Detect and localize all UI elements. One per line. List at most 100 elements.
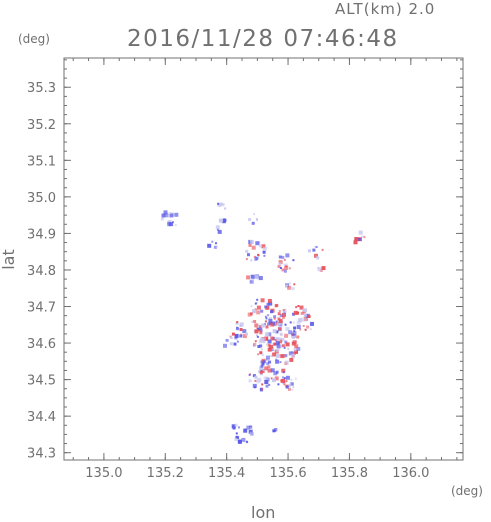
data-cell bbox=[270, 377, 273, 380]
data-cell bbox=[163, 210, 168, 215]
data-cell bbox=[260, 368, 265, 373]
data-cell bbox=[285, 253, 290, 258]
data-cell bbox=[256, 379, 261, 384]
data-cell bbox=[298, 317, 303, 322]
data-cell bbox=[312, 248, 316, 252]
data-cell bbox=[264, 380, 269, 384]
data-cell bbox=[294, 377, 297, 380]
data-cell bbox=[161, 213, 166, 218]
data-cell bbox=[264, 337, 266, 340]
data-cell bbox=[274, 339, 277, 341]
data-cell bbox=[218, 218, 223, 223]
data-cell bbox=[270, 354, 273, 357]
data-cell bbox=[273, 342, 277, 346]
data-cell bbox=[216, 228, 219, 231]
y-tick-label: 35.1 bbox=[27, 154, 56, 169]
data-cell bbox=[174, 224, 177, 227]
data-cell bbox=[281, 378, 286, 383]
data-cell bbox=[248, 429, 253, 434]
data-cell bbox=[272, 329, 277, 334]
data-cell bbox=[280, 354, 284, 359]
data-cell bbox=[291, 287, 295, 291]
data-cell bbox=[260, 298, 265, 303]
data-cell bbox=[256, 305, 261, 310]
x-axis-unit: (deg) bbox=[451, 484, 483, 498]
data-cell bbox=[257, 353, 259, 356]
data-cell bbox=[234, 333, 239, 338]
data-cell bbox=[213, 245, 217, 249]
data-cell bbox=[267, 365, 271, 369]
data-cell bbox=[285, 263, 289, 267]
data-cell bbox=[241, 437, 246, 442]
data-cell bbox=[268, 301, 273, 306]
data-cell bbox=[266, 362, 270, 366]
data-cell bbox=[297, 305, 300, 307]
data-cell bbox=[282, 309, 285, 312]
data-cell bbox=[275, 370, 279, 374]
data-cell bbox=[252, 278, 255, 281]
y-tick-label: 34.6 bbox=[27, 337, 56, 352]
data-cell bbox=[281, 338, 285, 342]
data-cell bbox=[236, 327, 239, 331]
data-cell bbox=[251, 320, 254, 323]
data-cell bbox=[293, 310, 298, 315]
data-cell bbox=[230, 336, 233, 339]
data-cell bbox=[250, 305, 253, 308]
data-cell bbox=[283, 258, 286, 261]
data-cell bbox=[254, 340, 257, 343]
data-cell bbox=[264, 336, 269, 341]
data-cell bbox=[299, 305, 304, 310]
data-cell bbox=[248, 374, 251, 376]
data-cell bbox=[267, 368, 272, 373]
data-cell bbox=[259, 351, 263, 355]
data-cell bbox=[284, 340, 288, 344]
data-cell bbox=[215, 245, 218, 248]
data-cell bbox=[279, 267, 282, 269]
data-cell bbox=[309, 328, 312, 331]
data-cell bbox=[268, 360, 272, 364]
data-cell bbox=[294, 344, 299, 349]
data-cell bbox=[284, 333, 289, 338]
data-cell bbox=[254, 329, 259, 334]
data-cell bbox=[260, 309, 264, 313]
data-cell bbox=[302, 325, 305, 327]
data-cell bbox=[252, 374, 256, 378]
x-tick-label: 135.2 bbox=[147, 466, 184, 481]
y-tick-label: 34.8 bbox=[27, 264, 56, 279]
data-cell bbox=[251, 245, 256, 250]
data-cell bbox=[229, 342, 233, 346]
data-cell bbox=[288, 351, 293, 356]
data-cell bbox=[245, 249, 249, 253]
data-cell bbox=[281, 255, 285, 259]
data-cell bbox=[223, 218, 227, 222]
data-cell bbox=[283, 263, 286, 266]
data-cell bbox=[316, 256, 320, 260]
data-cell bbox=[249, 426, 253, 430]
data-cell bbox=[262, 339, 266, 343]
data-cell bbox=[276, 321, 281, 326]
data-cell bbox=[273, 317, 276, 320]
data-cell bbox=[292, 386, 295, 389]
data-cell bbox=[281, 368, 286, 373]
data-cell bbox=[264, 366, 269, 371]
data-cell bbox=[314, 245, 317, 248]
data-cell bbox=[296, 335, 300, 339]
data-cell bbox=[217, 202, 220, 205]
y-tick-label: 34.4 bbox=[27, 410, 56, 425]
data-cell bbox=[234, 423, 238, 427]
data-cell bbox=[238, 426, 240, 429]
data-cell bbox=[263, 254, 266, 257]
data-cell bbox=[169, 212, 172, 214]
data-cell bbox=[275, 359, 280, 364]
data-cell bbox=[261, 383, 264, 386]
data-cell bbox=[291, 341, 296, 346]
data-cell bbox=[290, 382, 294, 386]
data-cell bbox=[250, 259, 253, 262]
data-cell bbox=[234, 336, 238, 340]
data-cell bbox=[273, 315, 277, 319]
y-tick-label: 34.5 bbox=[27, 374, 56, 389]
y-tick-label: 35.3 bbox=[27, 81, 56, 96]
data-cell bbox=[315, 246, 318, 248]
data-cell bbox=[285, 284, 289, 288]
data-cell bbox=[257, 345, 261, 348]
